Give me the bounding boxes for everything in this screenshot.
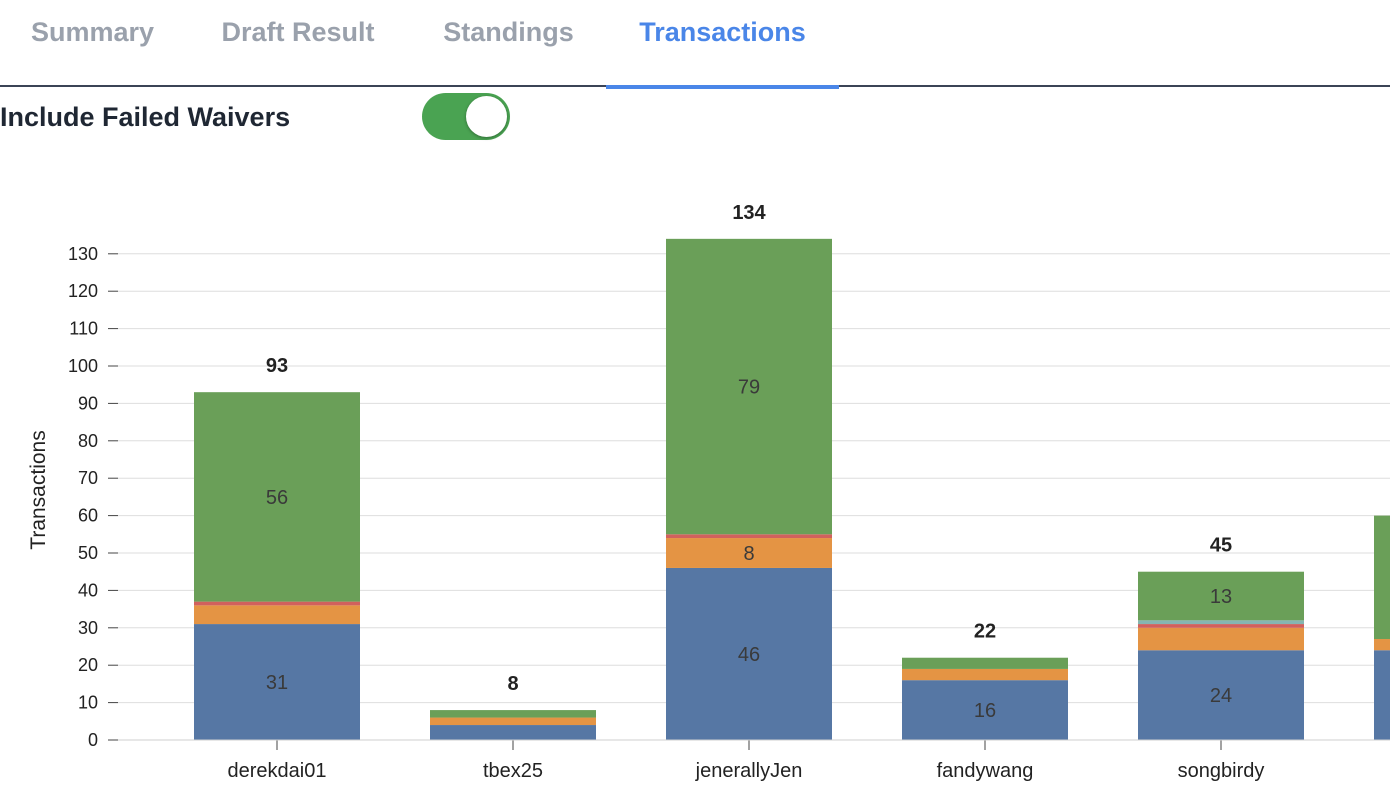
y-axis-title: Transactions xyxy=(27,430,50,549)
segment-label: 31 xyxy=(266,672,288,694)
bar-segment xyxy=(902,668,1068,681)
failed-waivers-row: Include Failed Waivers xyxy=(0,93,560,141)
tab-summary[interactable]: Summary xyxy=(0,0,185,87)
tab-transactions[interactable]: Transactions xyxy=(606,0,839,89)
y-tick-label: 0 xyxy=(88,730,98,750)
bar-segment xyxy=(1374,639,1390,651)
tab-label: Transactions xyxy=(639,17,806,47)
y-tick-label: 50 xyxy=(78,543,98,563)
y-tick-label: 30 xyxy=(78,618,98,638)
bar-segment xyxy=(1138,620,1304,625)
segment-label: 79 xyxy=(738,377,760,399)
x-tick-label: tbex25 xyxy=(483,760,543,782)
bar-segment xyxy=(430,717,596,726)
bar-segment xyxy=(430,725,596,740)
bar-total-label: 8 xyxy=(507,673,518,695)
toggle-knob xyxy=(466,96,507,137)
y-tick-label: 100 xyxy=(68,356,98,376)
active-tab-indicator xyxy=(606,85,839,89)
y-tick-label: 70 xyxy=(78,468,98,488)
bar-segment xyxy=(430,710,596,718)
bar-total-label: 134 xyxy=(732,202,766,224)
segment-label: 16 xyxy=(974,700,996,722)
tab-draft-result[interactable]: Draft Result xyxy=(185,0,411,87)
bar-segment xyxy=(902,657,1068,669)
bar-segment xyxy=(1138,627,1304,651)
segment-label: 46 xyxy=(738,644,760,666)
bar-segment xyxy=(194,392,360,602)
toggle-label: Include Failed Waivers xyxy=(0,102,291,132)
bar-total-label: 93 xyxy=(266,355,288,377)
tab-label: Summary xyxy=(30,17,155,47)
include-failed-waivers-toggle[interactable] xyxy=(422,93,510,140)
bar-total-label: 45 xyxy=(1210,535,1232,557)
bar-segment xyxy=(1138,650,1304,740)
tab-label: Draft Result xyxy=(221,17,375,47)
y-tick-label: 40 xyxy=(78,580,98,600)
segment-label: 13 xyxy=(1210,586,1232,608)
y-tick-label: 130 xyxy=(68,244,98,264)
bar-segment xyxy=(666,538,832,568)
x-tick-label: songbirdy xyxy=(1178,760,1265,782)
bar-segment xyxy=(666,238,832,535)
bar-total-label: 22 xyxy=(974,621,996,643)
y-tick-label: 10 xyxy=(78,693,98,713)
y-tick-label: 60 xyxy=(78,506,98,526)
segment-label: 8 xyxy=(743,543,754,565)
y-tick-label: 80 xyxy=(78,431,98,451)
bar-segment xyxy=(1138,624,1304,628)
y-tick-label: 120 xyxy=(68,281,98,301)
x-tick-label: derekdai01 xyxy=(228,760,327,782)
bar-segment xyxy=(666,567,832,740)
x-tick-label: jenerallyJen xyxy=(695,760,803,782)
bar-segment xyxy=(194,605,360,625)
x-tick-label: fandywang xyxy=(937,760,1034,782)
bar-segment xyxy=(194,601,360,606)
y-tick-label: 90 xyxy=(78,393,98,413)
bar-segment xyxy=(1374,515,1390,640)
tab-standings[interactable]: Standings xyxy=(411,0,606,87)
bar-segment xyxy=(1138,571,1304,621)
bar-segment xyxy=(1374,650,1390,740)
tab-bar: Summary Draft Result Standings Transacti… xyxy=(0,0,1390,89)
segment-label: 56 xyxy=(266,487,288,509)
segment-label: 24 xyxy=(1210,685,1232,707)
tab-label: Standings xyxy=(443,17,574,47)
bar-segment xyxy=(902,680,1068,740)
y-tick-label: 110 xyxy=(69,319,98,339)
bar-segment xyxy=(666,534,832,539)
y-tick-label: 20 xyxy=(78,655,98,675)
bar-segment xyxy=(194,624,360,740)
